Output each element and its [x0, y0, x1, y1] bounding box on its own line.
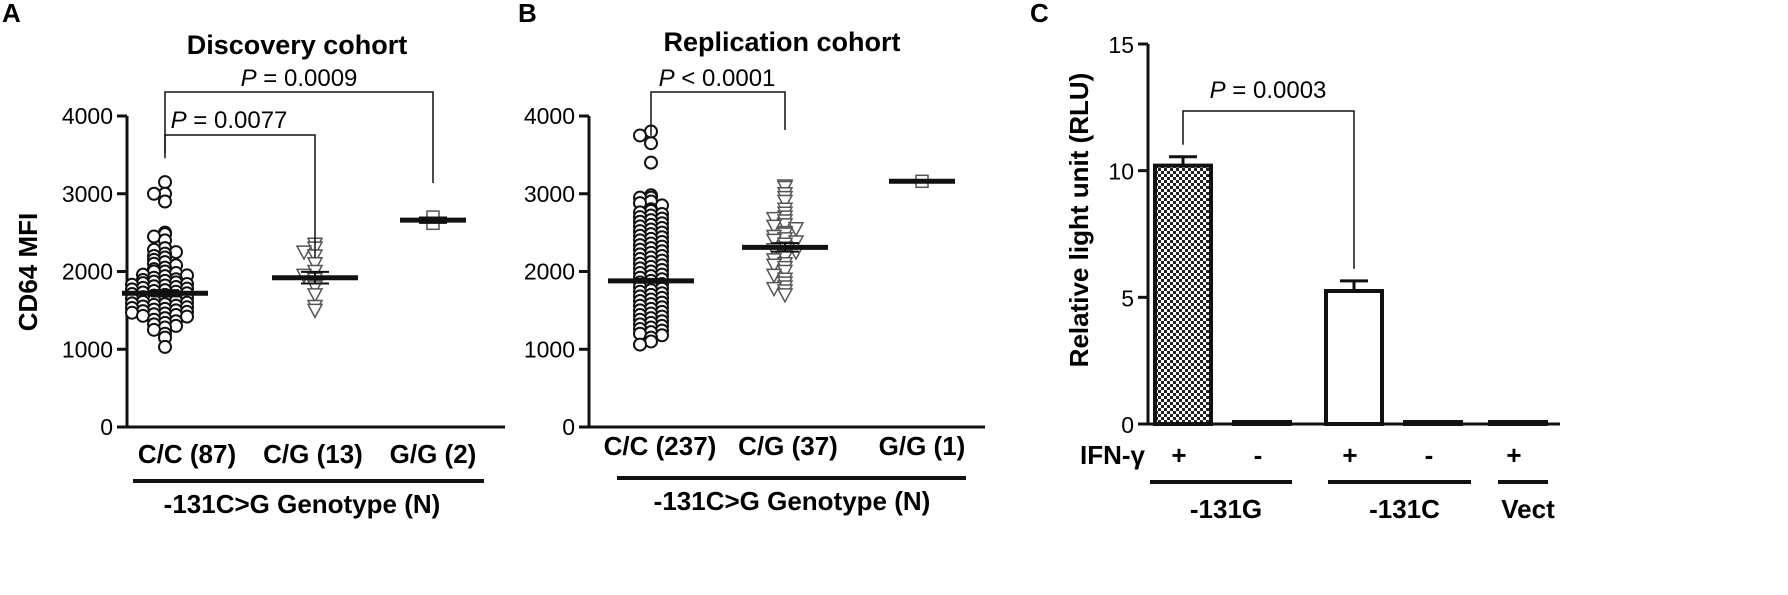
ifn-sign: - [1254, 440, 1263, 470]
significance-bracket [164, 134, 316, 258]
panel-b-mean-bars [608, 178, 955, 284]
category-label: G/G (1) [879, 431, 966, 461]
y-tick-label: 10 [1108, 159, 1134, 185]
panel-c-ifn-signs: + - + - + [1171, 440, 1521, 470]
data-point [633, 337, 647, 352]
ifn-sign: + [1171, 440, 1186, 470]
category-label: C/C (237) [604, 431, 717, 461]
ifn-sign: - [1425, 440, 1434, 470]
data-point [644, 155, 658, 170]
data-point [158, 175, 172, 190]
significance-bracket [650, 91, 786, 136]
group-label: -131C [1369, 494, 1440, 524]
y-tick-label: 3000 [62, 181, 113, 207]
panel-b-categories: C/C (237) C/G (37) G/G (1) [604, 431, 966, 461]
y-tick-label: 4000 [524, 103, 575, 129]
y-tick-label: 4000 [62, 103, 113, 129]
panel-letter-b: B [518, 0, 537, 28]
panel-b-x-axis-label: -131C>G Genotype (N) [654, 486, 931, 516]
p-value-label: P < 0.0001 [659, 65, 776, 92]
panel-c-y-ticks: 0 5 10 15 [1108, 32, 1148, 438]
y-tick-label: 5 [1121, 285, 1134, 311]
bar [1324, 289, 1384, 426]
y-tick-label: 2000 [62, 259, 113, 285]
panel-c-bars [1153, 155, 1548, 426]
y-tick-label: 15 [1108, 32, 1134, 58]
panel-c-comparisons: P = 0.0003 [1182, 77, 1355, 269]
data-point [158, 194, 172, 209]
y-tick-label: 1000 [524, 336, 575, 362]
y-tick-label: 0 [562, 414, 575, 440]
y-tick-label: 2000 [524, 259, 575, 285]
panel-b-y-ticks: 0 1000 2000 3000 4000 [524, 103, 589, 440]
panel-c-groups: -131G -131C Vect [1150, 480, 1555, 524]
data-point [147, 186, 161, 201]
panel-a-points [125, 175, 440, 354]
panel-a-mean-bars [122, 216, 466, 298]
panel-a-y-ticks: 0 1000 2000 3000 4000 [62, 103, 127, 440]
y-tick-label: 3000 [524, 181, 575, 207]
group-label: -131G [1190, 494, 1262, 524]
category-label: C/G (13) [263, 439, 363, 469]
panel-b-points [633, 124, 929, 352]
ifn-sign: + [1342, 440, 1357, 470]
bar [1403, 420, 1463, 426]
p-value-label: P = 0.0009 [241, 65, 358, 92]
panel-a-title: Discovery cohort [187, 30, 408, 60]
y-tick-label: 0 [1121, 412, 1134, 438]
bar [1488, 420, 1548, 426]
panel-a: Discovery cohort CD64 MFI 0 1000 2000 3000 4… [13, 30, 505, 519]
bar [1153, 163, 1213, 426]
significance-bracket [164, 91, 434, 183]
category-label: C/C (87) [138, 439, 236, 469]
y-tick-label: 1000 [62, 336, 113, 362]
data-point [776, 194, 794, 211]
data-point [306, 288, 324, 304]
group-label: Vect [1501, 494, 1555, 524]
panel-a-x-axis-label: -131C>G Genotype (N) [164, 489, 441, 519]
p-value-label: P = 0.0003 [1210, 77, 1327, 104]
panel-a-categories: C/C (87) C/G (13) G/G (2) [138, 439, 476, 469]
panel-a-comparisons: P = 0.0077 P = 0.0009 [164, 65, 434, 258]
panel-letter-a: A [2, 0, 21, 28]
data-point [633, 128, 647, 143]
panel-b-comparisons: P < 0.0001 [650, 65, 786, 136]
category-label: C/G (37) [738, 431, 838, 461]
ifn-sign: + [1506, 440, 1521, 470]
bar [1232, 420, 1292, 426]
data-point [306, 303, 324, 319]
ifn-gamma-row-label: IFN-γ [1080, 440, 1146, 470]
panel-c-y-axis-label: Relative light unit (RLU) [1064, 73, 1094, 368]
data-point [158, 339, 172, 354]
category-label: G/G (2) [390, 439, 477, 469]
panel-b: Replication cohort 0 1000 2000 3000 4000 C/C… [524, 27, 985, 516]
data-point [644, 136, 658, 151]
p-value-label: P = 0.0077 [171, 107, 288, 134]
panel-b-title: Replication cohort [663, 27, 900, 57]
data-point [655, 328, 669, 343]
panel-c: Relative light unit (RLU) 0 5 10 15 P = 0.0… [1064, 32, 1560, 524]
panel-a-y-axis-label: CD64 MFI [13, 213, 43, 331]
y-tick-label: 0 [100, 414, 113, 440]
data-point [776, 288, 794, 304]
panel-letter-c: C [1030, 0, 1049, 28]
significance-bracket [1182, 110, 1355, 269]
